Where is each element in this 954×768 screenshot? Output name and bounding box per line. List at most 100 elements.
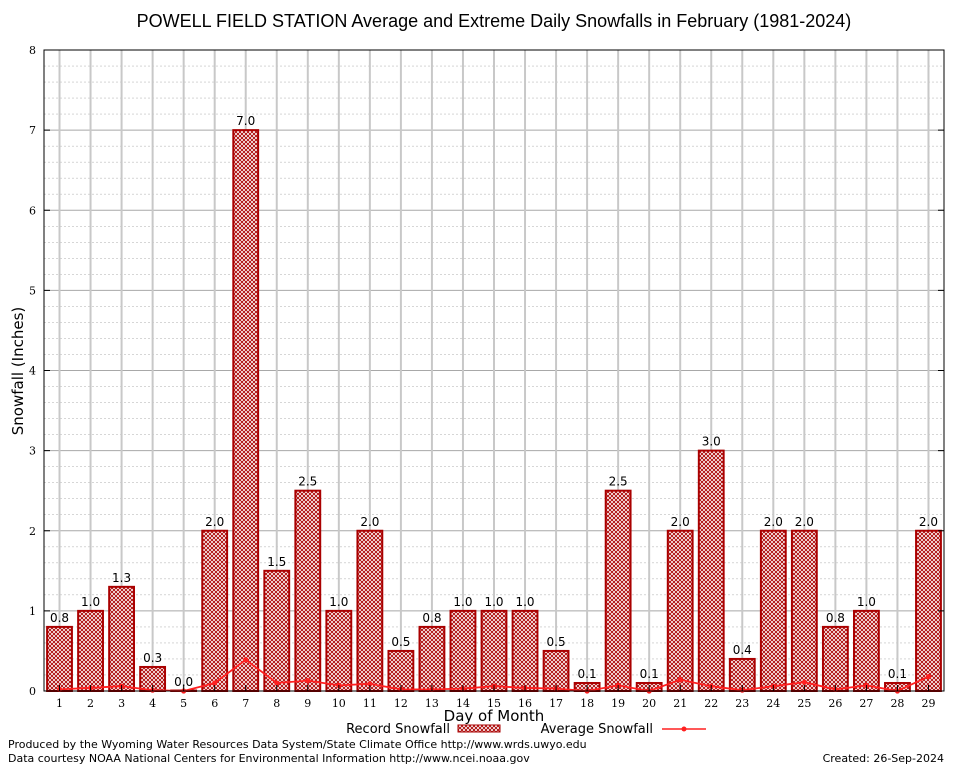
bar-value-label-day-26: 0.8 bbox=[826, 611, 845, 625]
record-bar-day-11 bbox=[356, 529, 384, 692]
bar-value-label-day-1: 0.8 bbox=[50, 611, 69, 625]
y-tick-label-1: 1 bbox=[29, 605, 36, 618]
x-tick-label-26: 26 bbox=[828, 697, 842, 710]
average-point-day-7 bbox=[243, 657, 249, 663]
x-tick-label-21: 21 bbox=[673, 697, 687, 710]
x-tick-label-11: 11 bbox=[363, 697, 377, 710]
record-bar-day-9 bbox=[294, 489, 322, 692]
record-bar-day-22 bbox=[697, 449, 725, 692]
bar-value-label-day-6: 2.0 bbox=[205, 515, 224, 529]
record-bar-day-16 bbox=[511, 609, 539, 692]
legend-average-label: Average Snowfall bbox=[541, 722, 653, 737]
bar-value-label-day-21: 2.0 bbox=[671, 515, 690, 529]
bar-value-label-day-17: 0.5 bbox=[547, 635, 566, 649]
x-tick-label-9: 9 bbox=[304, 697, 311, 710]
average-point-day-29 bbox=[925, 673, 932, 680]
x-tick-label-22: 22 bbox=[704, 697, 718, 710]
bar-value-label-day-25: 2.0 bbox=[795, 515, 814, 529]
x-axis-title: Day of Month bbox=[444, 707, 545, 725]
x-tick-label-4: 4 bbox=[149, 697, 156, 710]
y-tick-label-7: 7 bbox=[29, 124, 36, 137]
y-tick-label-6: 6 bbox=[29, 204, 36, 217]
x-tick-label-27: 27 bbox=[859, 697, 873, 710]
record-bar-day-1 bbox=[46, 625, 73, 693]
average-point-day-9 bbox=[305, 677, 311, 684]
record-bars bbox=[46, 129, 942, 693]
average-point-day-8 bbox=[274, 680, 280, 686]
y-axis-title: Snowfall (Inches) bbox=[9, 307, 27, 435]
record-bar-day-25 bbox=[790, 529, 818, 692]
bar-value-label-day-12: 0.5 bbox=[391, 635, 410, 649]
bar-value-label-day-9: 2.5 bbox=[298, 475, 317, 489]
record-bar-day-27 bbox=[853, 609, 880, 692]
y-tick-label-2: 2 bbox=[29, 525, 36, 538]
record-bar-day-26 bbox=[821, 625, 849, 693]
bar-value-label-day-19: 2.5 bbox=[609, 475, 628, 489]
record-bar-day-14 bbox=[449, 609, 477, 692]
footer-data-courtesy: Data courtesy NOAA National Centers for … bbox=[8, 752, 530, 765]
bar-value-label-day-24: 2.0 bbox=[764, 515, 783, 529]
record-bar-day-19 bbox=[604, 489, 632, 692]
x-tick-label-19: 19 bbox=[611, 697, 625, 710]
x-tick-label-13: 13 bbox=[425, 697, 439, 710]
record-bar-day-21 bbox=[666, 529, 694, 692]
bar-value-label-day-10: 1.0 bbox=[329, 595, 348, 609]
bar-value-label-day-23: 0.4 bbox=[733, 643, 752, 657]
y-tick-label-4: 4 bbox=[29, 365, 36, 378]
x-tick-label-5: 5 bbox=[180, 697, 187, 710]
x-tick-label-20: 20 bbox=[642, 697, 656, 710]
x-tick-label-17: 17 bbox=[549, 697, 563, 710]
record-bar-day-15 bbox=[480, 609, 508, 692]
bar-value-label-day-22: 3.0 bbox=[702, 435, 721, 449]
chart-title: POWELL FIELD STATION Average and Extreme… bbox=[137, 11, 852, 31]
record-bar-day-29 bbox=[915, 529, 942, 692]
bar-value-label-day-14: 1.0 bbox=[453, 595, 472, 609]
x-tick-label-18: 18 bbox=[580, 697, 594, 710]
x-tick-label-6: 6 bbox=[211, 697, 218, 710]
x-tick-label-3: 3 bbox=[118, 697, 125, 710]
record-bar-day-10 bbox=[325, 609, 353, 692]
record-bar-day-17 bbox=[542, 649, 570, 692]
legend-average-marker bbox=[681, 726, 687, 732]
x-tick-label-15: 15 bbox=[487, 697, 501, 710]
bar-value-labels: 0.8 1.0 1.3 0.3 0.0 2.0 7.0 1.5 2.5 1.0 2.0 0.5 0.8 1… bbox=[50, 114, 938, 689]
y-tick-label-3: 3 bbox=[29, 445, 36, 458]
x-tick-label-1: 1 bbox=[56, 697, 63, 710]
x-tick-label-28: 28 bbox=[890, 697, 904, 710]
x-tick-label-14: 14 bbox=[456, 697, 470, 710]
record-bar-day-7 bbox=[232, 129, 260, 692]
record-bar-day-2 bbox=[77, 609, 104, 692]
record-bar-day-13 bbox=[418, 625, 446, 693]
bar-value-label-day-20: 0.1 bbox=[640, 667, 659, 681]
record-bar-day-8 bbox=[263, 569, 291, 692]
average-point-day-6 bbox=[212, 680, 218, 686]
bar-value-label-day-5: 0.0 bbox=[174, 675, 193, 689]
x-tick-label-7: 7 bbox=[242, 697, 249, 710]
average-point-day-25 bbox=[801, 679, 807, 685]
bar-value-label-day-2: 1.0 bbox=[81, 595, 100, 609]
x-tick-label-24: 24 bbox=[766, 697, 780, 710]
record-bar-day-12 bbox=[387, 649, 415, 692]
x-tick-label-16: 16 bbox=[518, 697, 532, 710]
average-point-day-11 bbox=[367, 681, 373, 687]
y-tick-label-5: 5 bbox=[29, 284, 36, 297]
record-bar-day-3 bbox=[108, 585, 136, 693]
bar-value-label-day-4: 0.3 bbox=[143, 651, 162, 665]
x-tick-label-12: 12 bbox=[394, 697, 408, 710]
x-tick-label-29: 29 bbox=[921, 697, 935, 710]
record-bar-day-24 bbox=[759, 529, 787, 692]
legend-record-swatch bbox=[457, 724, 501, 733]
y-tick-label-0: 0 bbox=[29, 685, 36, 698]
bar-value-label-day-11: 2.0 bbox=[360, 515, 379, 529]
x-tick-label-10: 10 bbox=[332, 697, 346, 710]
legend: Record Snowfall Average Snowfall bbox=[346, 722, 706, 737]
bar-value-label-day-28: 0.1 bbox=[888, 667, 907, 681]
bar-value-label-day-13: 0.8 bbox=[422, 611, 441, 625]
x-tick-label-2: 2 bbox=[87, 697, 94, 710]
bar-value-label-day-15: 1.0 bbox=[484, 595, 503, 609]
footer-created-date: Created: 26-Sep-2024 bbox=[823, 752, 944, 765]
x-tick-label-25: 25 bbox=[797, 697, 811, 710]
bar-value-label-day-18: 0.1 bbox=[578, 667, 597, 681]
